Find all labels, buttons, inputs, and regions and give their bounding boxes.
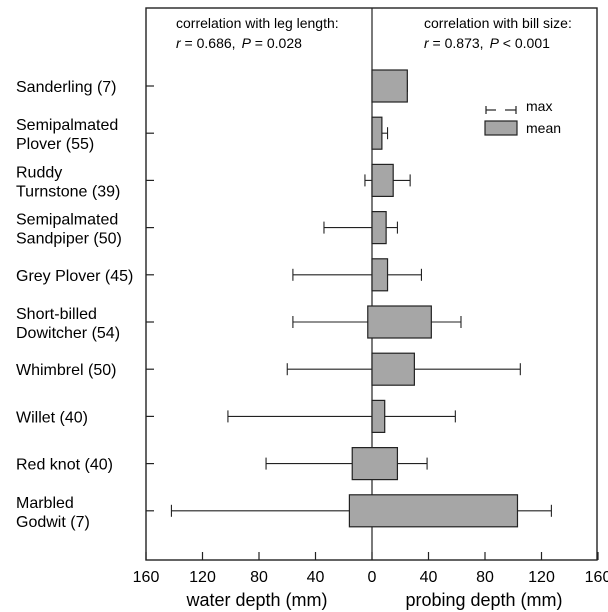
category-label-line: Semipalmated (16, 117, 118, 134)
category-label-line: Short-billed (16, 306, 97, 323)
plot-area: Sanderling (7) Semipalmated Plover (55) Rud… (16, 7, 599, 561)
x-tick-label: 80 (476, 569, 494, 586)
x-tick-label: 160 (585, 569, 608, 586)
x-tick-label: 120 (528, 569, 555, 586)
mean-bar (371, 258, 389, 292)
x-tick-label: 120 (189, 569, 216, 586)
left-r-label: r (176, 35, 182, 51)
right-p-value: < 0.001 (499, 35, 550, 51)
category-label-line: Sanderling (7) (16, 79, 117, 96)
x-tick-label: 80 (250, 569, 268, 586)
category-label-line: Willet (40) (16, 409, 88, 426)
left-p-value: = 0.028 (251, 35, 302, 51)
category-label: Sanderling (7) (16, 79, 117, 96)
category-label: Willet (40) (16, 409, 88, 426)
mean-bar (367, 305, 432, 339)
category-label-line: Whimbrel (50) (16, 362, 116, 379)
category-label-line: Plover (55) (16, 136, 94, 153)
x-axis-title-probing: probing depth (mm) (405, 590, 562, 610)
legend: max mean (484, 98, 561, 136)
category-label-line: Sandpiper (50) (16, 231, 122, 248)
legend-max-label: max (526, 98, 552, 114)
x-tick-label: 0 (368, 569, 377, 586)
category-label-line: Red knot (40) (16, 457, 113, 474)
right-p-label: P (490, 35, 500, 51)
right-r-value: = 0.873, (429, 35, 484, 51)
legend-mean-label: mean (526, 120, 561, 136)
category-label-line: Godwit (7) (16, 514, 90, 531)
mean-bar (371, 352, 415, 386)
category-label-line: Semipalmated (16, 212, 118, 229)
mean-bar (348, 494, 519, 528)
x-tick-label: 160 (133, 569, 160, 586)
left-r-value: = 0.686, (181, 35, 236, 51)
right-annotation-line1: correlation with bill size: (424, 15, 572, 31)
category-label-line: Marbled (16, 495, 74, 512)
category-label: Grey Plover (45) (16, 268, 133, 285)
mean-bar (371, 211, 387, 245)
category-label: Ruddy Turnstone (39) (16, 164, 120, 200)
category-label: Semipalmated Sandpiper (50) (16, 212, 122, 248)
x-tick-label: 40 (307, 569, 325, 586)
mean-bar (371, 163, 394, 197)
category-label: Short-billed Dowitcher (54) (16, 306, 120, 342)
right-annotation-line2: r = 0.873, P < 0.001 (424, 35, 550, 51)
legend-mean-swatch (484, 120, 518, 136)
x-axis-title-water: water depth (mm) (185, 590, 327, 610)
category-label-line: Dowitcher (54) (16, 325, 120, 342)
mean-bar (351, 447, 399, 481)
category-label: Semipalmated Plover (55) (16, 117, 118, 153)
correlation-annotations: correlation with leg length: r = 0.686, P… (176, 15, 572, 51)
category-label: Marbled Godwit (7) (16, 495, 90, 531)
category-label-line: Turnstone (39) (16, 183, 120, 200)
mean-bar (371, 116, 383, 150)
category-label-line: Grey Plover (45) (16, 268, 133, 285)
mean-bar (371, 399, 386, 433)
right-r-label: r (424, 35, 430, 51)
category-label-line: Ruddy (16, 164, 62, 181)
x-tick-label: 40 (420, 569, 438, 586)
mean-bar (371, 69, 408, 103)
left-annotation-line2: r = 0.686, P = 0.028 (176, 35, 302, 51)
category-label: Red knot (40) (16, 457, 113, 474)
left-p-label: P (242, 35, 252, 51)
left-annotation-line1: correlation with leg length: (176, 15, 339, 31)
category-label: Whimbrel (50) (16, 362, 116, 379)
